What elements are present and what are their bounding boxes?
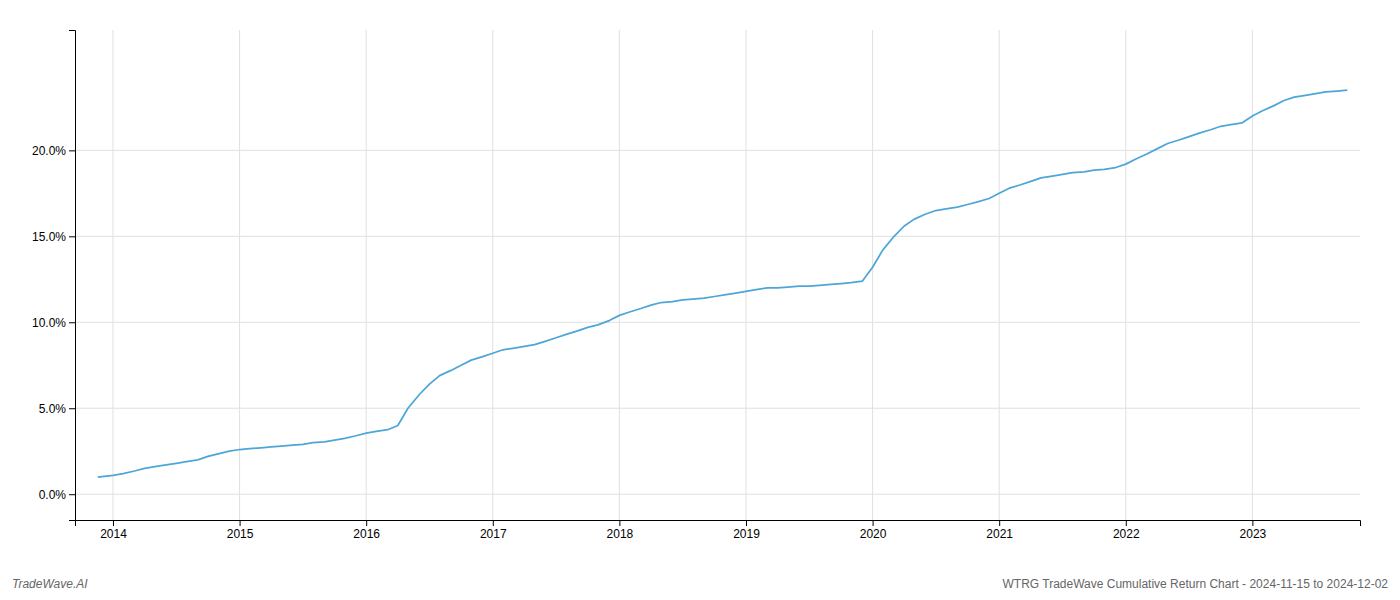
grid-line-x (1252, 30, 1253, 520)
y-tick: 20.0% (32, 144, 75, 158)
x-tick-mark (493, 520, 494, 526)
y-axis: 0.0% 5.0% 10.0% 15.0% 20.0% (32, 31, 76, 521)
x-tick-label: 2015 (227, 527, 254, 541)
grid-line-x (872, 30, 873, 520)
x-tick-label: 2014 (100, 527, 127, 541)
x-tick-mark (999, 520, 1000, 526)
x-tick: 2014 (100, 520, 127, 541)
y-tick-label: 5.0% (39, 402, 67, 416)
x-tick-label: 2016 (353, 527, 380, 541)
y-tick-mark (69, 322, 75, 323)
x-tick: 2023 (1240, 520, 1267, 541)
x-tick-label: 2020 (860, 527, 887, 541)
title: WTRG TradeWave Cumulative Return Chart -… (1002, 577, 1388, 591)
x-axis-line (76, 521, 1361, 527)
x-tick: 2018 (607, 520, 634, 541)
y-tick: 10.0% (32, 316, 75, 330)
y-tick-mark (69, 150, 75, 151)
x-tick: 2020 (860, 520, 887, 541)
grid-line-y (75, 150, 1360, 151)
marks (98, 90, 1348, 477)
x-tick-mark (240, 520, 241, 526)
x-tick-label: 2018 (607, 527, 634, 541)
y-tick-mark (69, 236, 75, 237)
x-tick-mark (1252, 520, 1253, 526)
grid-line-x (239, 30, 240, 520)
x-tick: 2021 (986, 520, 1013, 541)
chart-svg: 2014 2015 2016 2017 2018 2019 2020 2021 2022 2023… (0, 0, 1400, 600)
grid-line-x (492, 30, 493, 520)
y-tick-label: 0.0% (39, 488, 67, 502)
x-tick-mark (746, 520, 747, 526)
x-tick-label: 2023 (1240, 527, 1267, 541)
y-tick: 15.0% (32, 230, 75, 244)
x-tick: 2017 (480, 520, 507, 541)
x-tick: 2019 (733, 520, 760, 541)
grid-line-x (999, 30, 1000, 520)
y-tick-label: 15.0% (32, 230, 66, 244)
y-axis-line (69, 31, 76, 521)
x-tick-mark (1126, 520, 1127, 526)
y-tick-label: 10.0% (32, 316, 66, 330)
x-tick-mark (619, 520, 620, 526)
x-tick: 2015 (227, 520, 254, 541)
grid-line-y (75, 236, 1360, 237)
x-tick: 2022 (1113, 520, 1140, 541)
y-tick-mark (69, 494, 75, 495)
grid-line-x (745, 30, 746, 520)
line (98, 90, 1348, 477)
grid-line-x (112, 30, 113, 520)
y-tick-mark (69, 408, 75, 409)
watermark: TradeWave.AI (12, 577, 88, 591)
x-tick-mark (366, 520, 367, 526)
x-tick: 2016 (353, 520, 380, 541)
x-axis: 2014 2015 2016 2017 2018 2019 2020 2021 2022 2023 (76, 520, 1361, 541)
grid-line-y (75, 408, 1360, 409)
x-tick-label: 2021 (986, 527, 1013, 541)
y-tick: 5.0% (39, 402, 75, 416)
grid-line-x (619, 30, 620, 520)
grid-line-y (75, 494, 1360, 495)
x-tick-label: 2017 (480, 527, 507, 541)
grid (75, 30, 1360, 520)
grid-line-x (1125, 30, 1126, 520)
x-tick-mark (873, 520, 874, 526)
x-tick-mark (113, 520, 114, 526)
plot-area: 2014 2015 2016 2017 2018 2019 2020 2021 2022 2023… (32, 30, 1361, 541)
grid-line-x (366, 30, 367, 520)
x-tick-label: 2019 (733, 527, 760, 541)
x-tick-label: 2022 (1113, 527, 1140, 541)
y-tick-label: 20.0% (32, 144, 66, 158)
y-tick: 0.0% (39, 488, 75, 502)
grid-line-y (75, 322, 1360, 323)
footer: TradeWave.AI WTRG TradeWave Cumulative Re… (12, 577, 1388, 591)
